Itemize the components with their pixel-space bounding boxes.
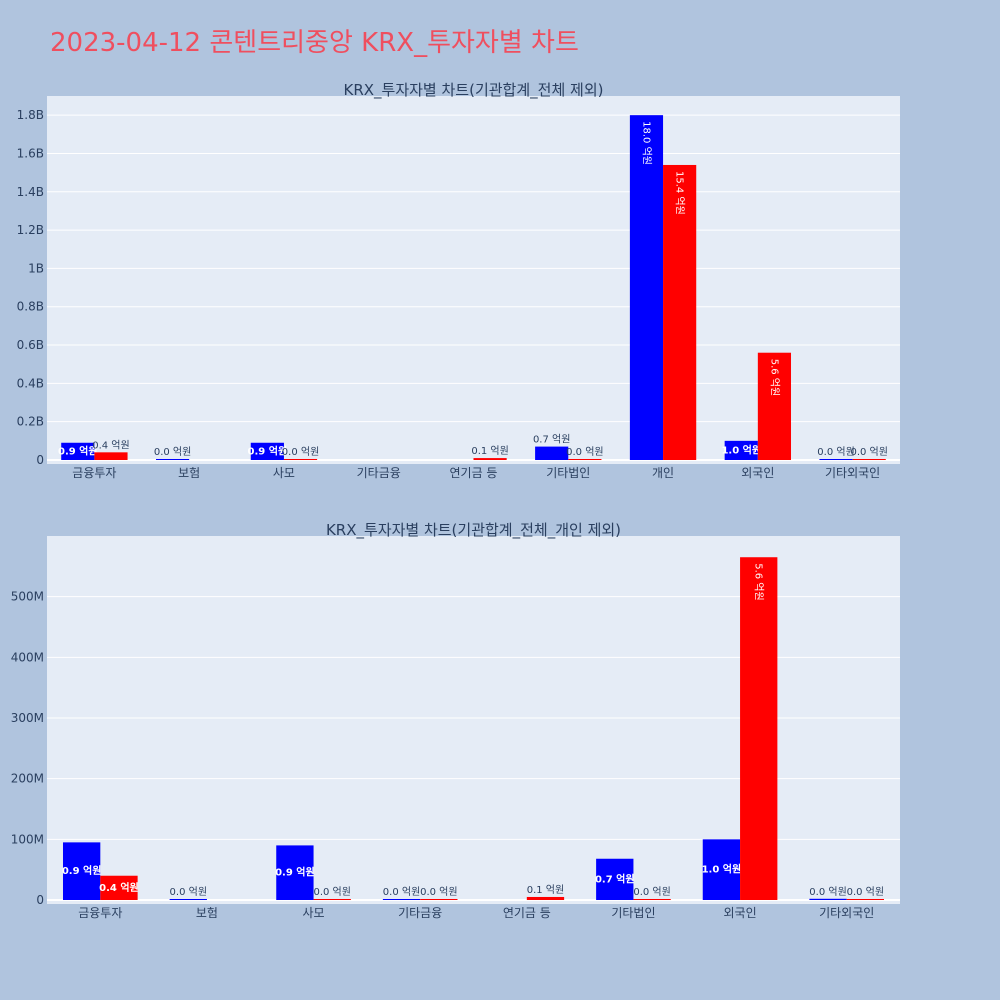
- chart2-data-label: 0.1 억원: [527, 884, 564, 896]
- chart1-x-tick-label: 기타금융: [357, 466, 401, 480]
- chart1-bar: [155, 459, 190, 460]
- chart2-x-tick-label: 연기금 등: [503, 906, 551, 920]
- chart1-data-label: 0.4 억원: [92, 439, 129, 451]
- chart1-data-label: 15.4 억원: [674, 171, 686, 215]
- chart1-data-label: 0.1 억원: [471, 445, 508, 457]
- chart2-data-label: 0.0 억원: [633, 886, 670, 898]
- chart2-data-label: 0.0 억원: [383, 886, 420, 898]
- chart2-data-label: 0.7 억원: [595, 872, 635, 885]
- chart2-bar: [169, 899, 207, 900]
- chart2-bar: [100, 875, 138, 900]
- chart2-x-tick-label: 보험: [196, 906, 218, 920]
- chart2-x-tick-label: 금융투자: [78, 906, 122, 920]
- chart2-x-tick-label: 기타금융: [398, 906, 442, 920]
- chart1-data-label: 1.0 억원: [721, 443, 761, 456]
- chart2-bar: [702, 839, 741, 900]
- chart1-bar: [250, 442, 284, 460]
- chart2-data-label: 0.0 억원: [420, 886, 457, 898]
- chart2-bar: [382, 899, 421, 900]
- chart1-data-label: 0.7 억원: [533, 434, 570, 446]
- chart1-y-tick-label: 1.8B: [17, 108, 44, 122]
- chart1-y-tick-label: 0.2B: [17, 415, 44, 429]
- chart1-x-tick-label: 연기금 등: [450, 466, 498, 480]
- chart1-y-tick-label: 0.8B: [17, 300, 44, 314]
- chart1-title: KRX_투자자별 차트(기관합계_전체 제외): [344, 81, 604, 100]
- chart1-data-label: 0.0 억원: [154, 446, 191, 458]
- chart1-y-tick-label: 1.2B: [17, 223, 44, 237]
- chart1-x-tick-label: 개인: [652, 466, 674, 480]
- chart2-x-tick-label: 기타법인: [611, 906, 655, 920]
- chart2-x-tick-label: 외국인: [724, 906, 757, 920]
- chart2-bar: [596, 858, 634, 900]
- chart2-data-label: 0.0 억원: [313, 886, 350, 898]
- chart1-bar: [568, 459, 602, 460]
- chart2-bar: [62, 842, 101, 900]
- chart1-y-tick-label: 1B: [28, 261, 44, 275]
- chart2-bar: [420, 899, 458, 900]
- chart1-x-tick-label: 기타법인: [546, 466, 590, 480]
- chart2-y-tick-label: 500M: [11, 590, 44, 604]
- chart2-bar: [809, 898, 847, 900]
- chart2-y-tick-label: 300M: [11, 711, 44, 725]
- chart1-data-label: 0.9 억원: [248, 444, 288, 457]
- chart2-y-tick-label: 200M: [11, 772, 44, 786]
- chart2-y-tick-label: 0: [36, 893, 44, 907]
- chart1-data-label: 0.0 억원: [566, 446, 603, 458]
- chart2-data-label: 5.6 억원: [753, 563, 765, 600]
- page-title: 2023-04-12 콘텐트리중앙 KRX_투자자별 차트: [50, 28, 579, 58]
- chart2-y-tick-label: 400M: [11, 650, 44, 664]
- chart2-data-label: 0.9 억원: [275, 866, 315, 879]
- chart1-bar: [473, 458, 507, 460]
- chart2-bar: [846, 899, 885, 900]
- chart1-data-label: 5.6 억원: [768, 359, 780, 396]
- chart1-bar: [283, 459, 318, 460]
- chart1-x-tick-label: 금융투자: [72, 466, 116, 480]
- chart1-y-tick-label: 0.6B: [17, 338, 44, 352]
- chart1-y-tick-label: 1.4B: [17, 185, 44, 199]
- chart2-bar: [313, 899, 351, 900]
- chart1-data-label: 0.0 억원: [850, 446, 887, 458]
- chart2-bar: [633, 899, 671, 900]
- chart1-bar: [629, 115, 664, 460]
- chart2-x-tick-label: 기타외국인: [819, 906, 874, 920]
- chart1-bar: [663, 164, 697, 460]
- chart1-y-tick-label: 0: [36, 453, 44, 467]
- chart1-bar: [852, 459, 886, 460]
- chart2-bar: [276, 845, 314, 900]
- chart1-bar: [819, 459, 853, 460]
- chart1-x-tick-label: 외국인: [741, 466, 774, 480]
- chart1-bar: [757, 352, 792, 460]
- chart1-data-label: 0.0 억원: [817, 446, 854, 458]
- chart1-y-tick-label: 0.4B: [17, 376, 44, 390]
- chart1-data-label: 0.9 억원: [58, 444, 98, 457]
- chart1-bar: [535, 446, 569, 460]
- chart1-x-tick-label: 기타외국인: [825, 466, 880, 480]
- chart2-data-label: 1.0 억원: [702, 863, 742, 876]
- chart1-y-tick-label: 1.6B: [17, 146, 44, 160]
- chart1-bar: [61, 442, 95, 460]
- chart1-bar: [94, 452, 128, 460]
- chart1-data-label: 18.0 억원: [640, 121, 652, 165]
- chart2-title: KRX_투자자별 차트(기관합계_전체_개인 제외): [326, 521, 621, 540]
- chart1-bar: [724, 440, 758, 460]
- chart1-x-tick-label: 사모: [273, 466, 295, 480]
- chart2-x-tick-label: 사모: [303, 906, 325, 920]
- chart2-bar: [740, 557, 778, 900]
- chart1-data-label: 0.0 억원: [282, 446, 319, 458]
- chart2-data-label: 0.4 억원: [99, 881, 139, 894]
- chart1-x-tick-label: 보험: [178, 466, 200, 480]
- chart2-bar: [526, 896, 565, 900]
- chart2-data-label: 0.9 억원: [62, 864, 102, 877]
- chart2-data-label: 0.0 억원: [809, 886, 846, 898]
- chart2-data-label: 0.0 억원: [847, 886, 884, 898]
- chart2-data-label: 0.0 억원: [170, 886, 207, 898]
- chart2-y-tick-label: 100M: [11, 832, 44, 846]
